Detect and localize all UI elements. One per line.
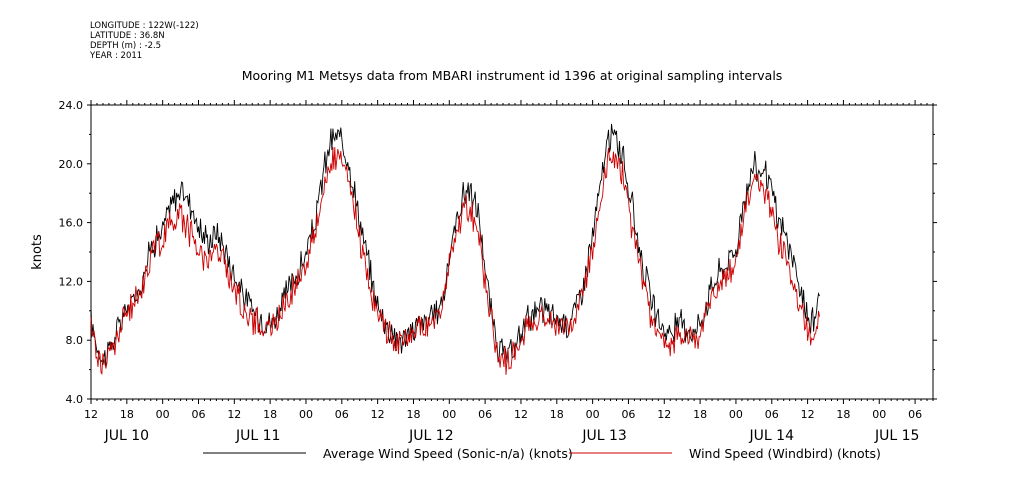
metadata-longitude: LONGITUDE : 122W(-122) (90, 21, 199, 31)
x-tick-label: 06 (908, 408, 922, 421)
day-label: JUL 13 (581, 428, 626, 444)
y-tick-label: 24.0 (59, 99, 84, 112)
x-tick-label: 00 (729, 408, 743, 421)
plot-area: 4.0 8.0 12.0 16.0 20.0 24.0 12 18 00 06 12 18 00 06 12… (59, 99, 937, 444)
legend-label-average: Average Wind Speed (Sonic-n/a) (knots) (323, 446, 573, 461)
y-tick-label: 16.0 (59, 217, 84, 230)
x-tick-label: 00 (872, 408, 886, 421)
metadata-latitude: LATITUDE : 36.8N (90, 31, 165, 41)
y-tick-label: 20.0 (59, 158, 84, 171)
x-tick-label: 06 (191, 408, 205, 421)
x-tick-label: 00 (156, 408, 170, 421)
x-tick-label: 12 (514, 408, 528, 421)
x-tick-label: 06 (478, 408, 492, 421)
x-tick-label: 00 (299, 408, 313, 421)
y-tick-label: 12.0 (59, 275, 84, 288)
day-label: JUL 12 (408, 428, 453, 444)
day-label: JUL 10 (104, 428, 149, 444)
x-tick-label: 18 (550, 408, 564, 421)
metadata-depth: DEPTH (m) : -2.5 (90, 41, 162, 51)
x-tick-label: 12 (801, 408, 815, 421)
day-label: JUL 15 (874, 428, 919, 444)
x-tick-label: 06 (765, 408, 779, 421)
x-tick-label: 12 (371, 408, 385, 421)
x-tick-label: 18 (263, 408, 277, 421)
y-tick-label: 8.0 (66, 334, 84, 347)
legend-label-windbird: Wind Speed (Windbird) (knots) (689, 446, 881, 461)
x-tick-label: 18 (406, 408, 420, 421)
x-tick-label: 18 (120, 408, 134, 421)
legend: Average Wind Speed (Sonic-n/a) (knots) W… (203, 446, 881, 461)
chart-title: Mooring M1 Metsys data from MBARI instru… (242, 68, 783, 83)
series-line-0 (90, 123, 820, 369)
x-tick-label: 12 (657, 408, 671, 421)
x-tick-label: 00 (586, 408, 600, 421)
x-tick-label: 06 (621, 408, 635, 421)
x-tick-label: 12 (84, 408, 98, 421)
y-tick-label: 4.0 (66, 393, 84, 406)
x-tick-label: 12 (227, 408, 241, 421)
x-tick-label: 00 (442, 408, 456, 421)
series-line-1 (90, 147, 820, 375)
metadata-year: YEAR : 2011 (90, 51, 143, 61)
y-axis-label: knots (30, 234, 45, 270)
x-tick-label: 18 (693, 408, 707, 421)
x-tick-label: 06 (335, 408, 349, 421)
metadata-block: LONGITUDE : 122W(-122) LATITUDE : 36.8N … (90, 21, 199, 61)
x-tick-label: 18 (836, 408, 850, 421)
day-label: JUL 14 (749, 428, 795, 444)
day-label: JUL 11 (235, 428, 280, 444)
